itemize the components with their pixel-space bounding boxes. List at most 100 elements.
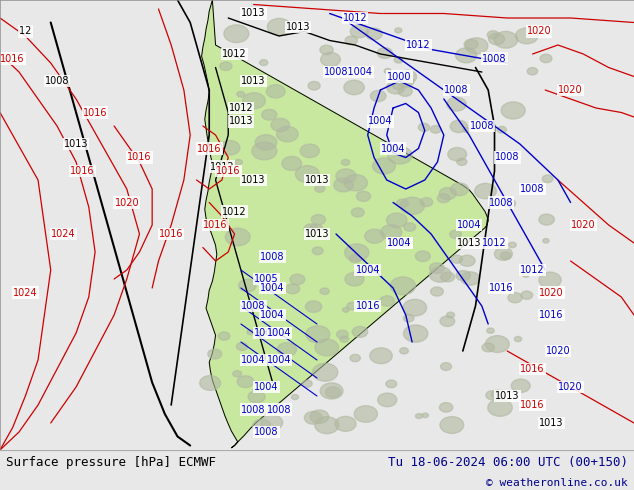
Text: 1008: 1008 <box>254 427 278 437</box>
Circle shape <box>350 25 368 38</box>
Text: 1004: 1004 <box>254 382 278 392</box>
Circle shape <box>325 387 340 397</box>
Circle shape <box>459 255 475 267</box>
Text: 1013: 1013 <box>242 175 266 185</box>
Circle shape <box>276 126 298 142</box>
Circle shape <box>543 239 549 243</box>
Text: © weatheronline.co.uk: © weatheronline.co.uk <box>486 478 628 488</box>
Circle shape <box>370 348 392 364</box>
Text: 1020: 1020 <box>571 220 595 230</box>
Text: 1008: 1008 <box>444 85 469 95</box>
Text: 1008: 1008 <box>521 184 545 194</box>
Circle shape <box>350 354 360 362</box>
Circle shape <box>285 284 300 294</box>
Text: 1008: 1008 <box>495 152 519 163</box>
Circle shape <box>312 247 323 255</box>
Circle shape <box>511 379 530 392</box>
Circle shape <box>259 60 268 66</box>
Circle shape <box>429 263 444 273</box>
Circle shape <box>262 109 277 120</box>
Circle shape <box>539 214 554 225</box>
Circle shape <box>290 274 305 285</box>
Text: 1016: 1016 <box>489 283 513 293</box>
Circle shape <box>337 330 348 339</box>
Text: 1008: 1008 <box>242 405 266 415</box>
Circle shape <box>306 326 330 343</box>
Text: 1012: 1012 <box>482 238 507 248</box>
Text: 1016: 1016 <box>70 166 94 176</box>
Circle shape <box>304 224 318 234</box>
Text: 1020: 1020 <box>527 26 551 36</box>
Text: 1012: 1012 <box>343 13 367 23</box>
Text: 1004: 1004 <box>457 220 481 230</box>
Circle shape <box>514 337 522 342</box>
Circle shape <box>277 343 297 356</box>
Text: 1012: 1012 <box>223 49 247 59</box>
Circle shape <box>340 336 349 342</box>
Circle shape <box>345 244 369 261</box>
Circle shape <box>306 301 321 313</box>
Circle shape <box>540 54 552 63</box>
Circle shape <box>354 406 377 422</box>
Text: 1013: 1013 <box>305 229 329 239</box>
Text: 1012: 1012 <box>223 206 247 217</box>
Circle shape <box>378 393 397 407</box>
Circle shape <box>281 156 302 171</box>
Circle shape <box>463 127 470 132</box>
Text: Surface pressure [hPa] ECMWF: Surface pressure [hPa] ECMWF <box>6 456 216 469</box>
Circle shape <box>542 175 553 183</box>
Text: 1008: 1008 <box>45 76 69 86</box>
Circle shape <box>261 278 275 287</box>
Circle shape <box>356 191 371 201</box>
Circle shape <box>314 185 325 192</box>
Circle shape <box>495 247 512 260</box>
Circle shape <box>398 70 417 83</box>
Text: 1016: 1016 <box>540 310 564 320</box>
Circle shape <box>387 213 407 227</box>
Circle shape <box>391 277 415 295</box>
Circle shape <box>344 174 368 191</box>
Text: 1013: 1013 <box>64 139 88 149</box>
Text: 1024: 1024 <box>51 229 75 239</box>
Text: 1013: 1013 <box>242 8 266 19</box>
Text: 1020: 1020 <box>546 346 570 356</box>
Text: Tu 18-06-2024 06:00 UTC (00+150): Tu 18-06-2024 06:00 UTC (00+150) <box>387 456 628 469</box>
Circle shape <box>488 33 505 45</box>
Text: 1005: 1005 <box>254 274 278 284</box>
Circle shape <box>464 39 478 49</box>
Circle shape <box>266 85 285 98</box>
Text: 1016: 1016 <box>521 400 545 410</box>
Circle shape <box>440 316 455 326</box>
Circle shape <box>366 28 382 40</box>
Circle shape <box>508 242 516 248</box>
Circle shape <box>345 36 358 45</box>
Circle shape <box>219 141 240 155</box>
Text: 1000: 1000 <box>387 72 411 81</box>
Circle shape <box>500 252 511 259</box>
Circle shape <box>321 52 340 67</box>
Circle shape <box>247 330 254 335</box>
Circle shape <box>451 183 469 196</box>
Circle shape <box>398 75 414 87</box>
Circle shape <box>252 142 277 160</box>
Circle shape <box>441 363 451 370</box>
Circle shape <box>236 343 248 350</box>
Circle shape <box>522 272 529 277</box>
Circle shape <box>491 390 504 399</box>
Circle shape <box>320 288 329 294</box>
Circle shape <box>439 188 456 200</box>
Circle shape <box>304 412 322 424</box>
Circle shape <box>450 230 462 239</box>
Circle shape <box>370 91 386 101</box>
Text: 1004: 1004 <box>381 144 405 153</box>
Circle shape <box>311 215 325 225</box>
Text: 1013: 1013 <box>305 175 329 185</box>
Circle shape <box>225 228 250 246</box>
Text: 1​2: 1​2 <box>19 26 32 36</box>
Text: 1008: 1008 <box>254 328 278 338</box>
Text: 1013: 1013 <box>495 391 519 401</box>
Circle shape <box>271 118 290 132</box>
Circle shape <box>224 25 249 43</box>
Circle shape <box>447 97 466 111</box>
Circle shape <box>456 270 470 281</box>
